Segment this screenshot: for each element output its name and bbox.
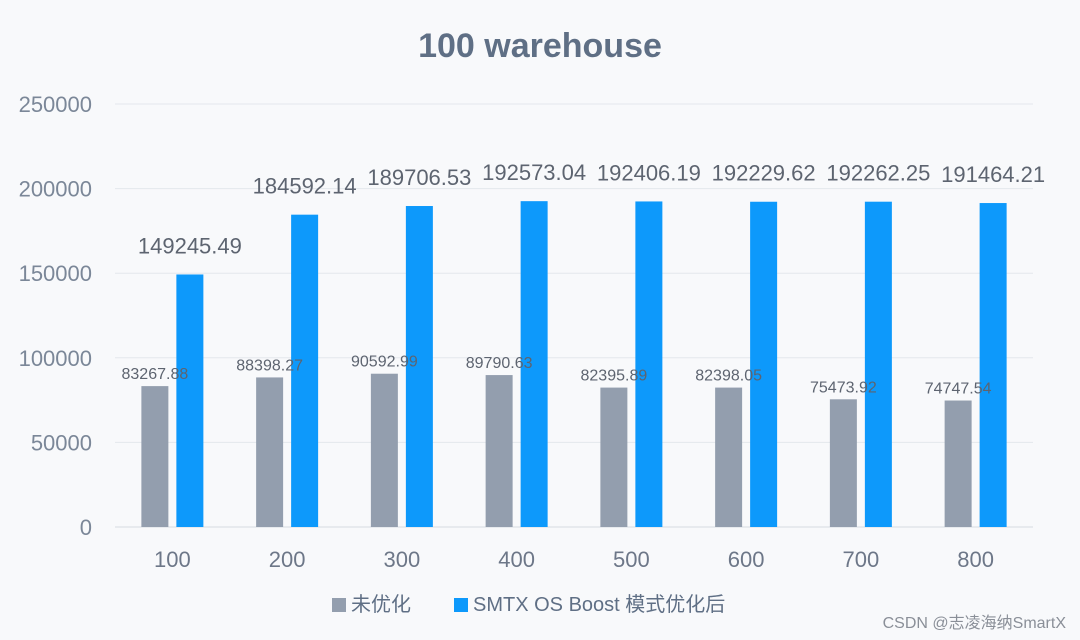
data-labels: 83267.88 149245.49 88398.27 184592.14 90592.… bbox=[122, 160, 1046, 397]
bar-100-unoptimized bbox=[141, 386, 169, 527]
bar-100-boost bbox=[176, 274, 204, 527]
data-label-boost: 184592.14 bbox=[253, 174, 357, 199]
x-tick-label: 800 bbox=[957, 547, 994, 572]
bar-300-boost bbox=[405, 206, 433, 528]
bar-600-unoptimized bbox=[715, 387, 743, 527]
legend-label: 未优化 bbox=[351, 593, 411, 616]
x-tick-label: 500 bbox=[613, 547, 650, 572]
y-tick-label: 50000 bbox=[31, 430, 92, 455]
bars bbox=[141, 201, 1007, 528]
legend-swatch-boost bbox=[454, 598, 468, 612]
data-label-unoptimized: 82398.05 bbox=[695, 368, 762, 385]
x-tick-label: 600 bbox=[728, 547, 765, 572]
y-tick-label: 250000 bbox=[19, 92, 92, 117]
data-label-boost: 192573.04 bbox=[482, 160, 586, 185]
data-label-unoptimized: 83267.88 bbox=[122, 366, 189, 383]
legend-swatch-unoptimized bbox=[332, 598, 346, 612]
legend: 未优化 SMTX OS Boost 模式优化后 bbox=[332, 593, 725, 616]
data-label-unoptimized: 75473.92 bbox=[810, 379, 877, 396]
bar-600-boost bbox=[750, 201, 778, 527]
x-tick-label: 300 bbox=[384, 547, 421, 572]
x-tick-label: 700 bbox=[843, 547, 880, 572]
x-axis: 100 200 300 400 500 600 700 800 bbox=[154, 547, 994, 572]
data-label-unoptimized: 74747.54 bbox=[925, 381, 992, 398]
data-label-boost: 189706.53 bbox=[367, 165, 471, 190]
y-tick-label: 0 bbox=[80, 515, 92, 540]
data-label-boost: 149245.49 bbox=[138, 233, 242, 258]
bar-400-boost bbox=[520, 201, 548, 527]
bar-300-unoptimized bbox=[370, 373, 398, 527]
bar-800-unoptimized bbox=[944, 400, 972, 527]
data-label-boost: 192229.62 bbox=[712, 161, 816, 186]
y-axis: 0 50000 100000 150000 200000 250000 bbox=[19, 92, 92, 540]
data-label-boost: 192262.25 bbox=[826, 161, 930, 186]
y-tick-label: 200000 bbox=[19, 177, 92, 202]
x-tick-label: 200 bbox=[269, 547, 306, 572]
data-label-unoptimized: 82395.89 bbox=[581, 368, 648, 385]
data-label-unoptimized: 89790.63 bbox=[466, 355, 533, 372]
bar-700-unoptimized bbox=[829, 399, 857, 527]
bar-700-boost bbox=[864, 201, 892, 528]
data-label-unoptimized: 88398.27 bbox=[236, 357, 303, 374]
x-tick-label: 400 bbox=[498, 547, 535, 572]
y-tick-label: 150000 bbox=[19, 261, 92, 286]
data-label-boost: 192406.19 bbox=[597, 160, 701, 185]
y-tick-label: 100000 bbox=[19, 346, 92, 371]
bar-800-boost bbox=[979, 203, 1007, 528]
chart-title: 100 warehouse bbox=[418, 27, 662, 65]
x-tick-label: 100 bbox=[154, 547, 191, 572]
bar-400-unoptimized bbox=[485, 375, 513, 527]
bar-200-boost bbox=[291, 214, 319, 527]
bar-200-unoptimized bbox=[256, 377, 284, 527]
legend-label: SMTX OS Boost 模式优化后 bbox=[473, 593, 725, 616]
bar-500-unoptimized bbox=[600, 387, 628, 527]
data-label-unoptimized: 90592.99 bbox=[351, 354, 418, 371]
watermark-text: CSDN @志凌海纳SmartX bbox=[883, 614, 1067, 632]
bar-500-boost bbox=[635, 201, 663, 527]
data-label-boost: 191464.21 bbox=[941, 162, 1045, 187]
